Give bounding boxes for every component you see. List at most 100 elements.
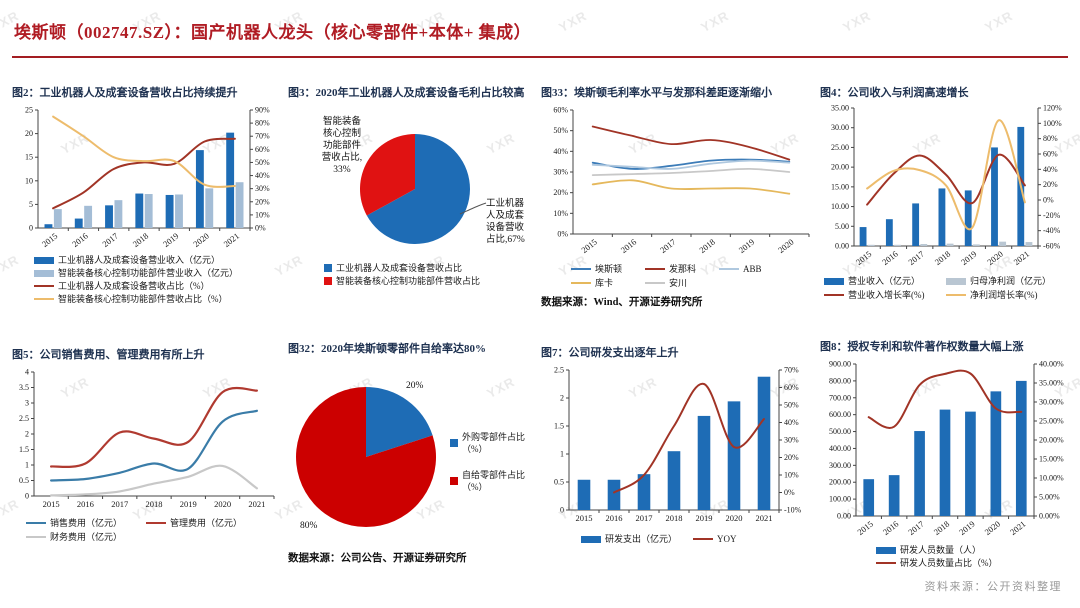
x-axis-tick-label: 2019 xyxy=(959,249,979,267)
bar xyxy=(165,194,174,228)
figure-32-canvas: 20% 80% 外购零部件占比（%） 自给零部件占比（%） xyxy=(288,358,536,546)
legend-swatch xyxy=(645,267,665,271)
figure-8-label: 图8： xyxy=(820,341,848,353)
pie-data-label: 80% xyxy=(300,521,318,531)
x-axis-tick-label: 2019 xyxy=(696,513,713,523)
legend-item: 营业收入增长率(%) xyxy=(824,289,946,301)
y-axis-tick-label: 50% xyxy=(553,126,568,135)
legend-swatch xyxy=(34,284,54,288)
bar xyxy=(964,190,972,246)
bar xyxy=(912,203,920,246)
y2-axis-tick-label: 20% xyxy=(255,197,270,206)
y2-axis-tick-label: 20% xyxy=(784,453,799,462)
y2-axis-tick-label: 60% xyxy=(1043,150,1058,159)
y-axis-tick-label: 10% xyxy=(553,209,568,218)
watermark-text: YXR xyxy=(698,7,732,36)
y2-axis-tick-label: 90% xyxy=(255,106,270,115)
y2-axis-tick-label: 10.00% xyxy=(1039,474,1064,483)
y2-axis-tick-label: 25.00% xyxy=(1039,417,1064,426)
line xyxy=(591,158,791,170)
legend-item: 埃斯顿 xyxy=(571,263,645,275)
y2-axis-tick-label: 10% xyxy=(255,210,270,219)
line xyxy=(52,137,236,210)
bar xyxy=(894,244,901,246)
y2-axis-tick-label: 80% xyxy=(255,119,270,128)
y-axis-tick-label: 0 xyxy=(29,224,33,233)
y-axis-tick-label: 10.00 xyxy=(831,202,849,211)
legend-swatch xyxy=(571,267,591,271)
bar xyxy=(53,209,62,228)
bar xyxy=(577,479,591,510)
figure-33-title: 图33：埃斯顿毛利率水平与发那科差距逐渐缩小 xyxy=(541,84,817,100)
x-axis-tick-label: 2016 xyxy=(881,519,901,537)
figure-5-canvas: 0 0.5 1 1.5 2 2.5 3 3.5 4 2015 2016 2017 2018 2019 202… xyxy=(12,364,284,514)
x-axis-tick-label: 2017 xyxy=(111,499,128,509)
y-axis-tick-label: 0.5 xyxy=(554,478,564,487)
bar xyxy=(105,205,113,228)
figure-5: 图5：公司销售费用、管理费用有所上升 0 0.5 1 1.5 2 2.5 3 3.5 4 2015… xyxy=(12,346,284,544)
line xyxy=(50,464,258,497)
y2-axis-tick-label: 60% xyxy=(784,383,799,392)
x-axis-tick-label: 2017 xyxy=(658,237,678,255)
bar xyxy=(727,401,741,510)
legend-label: 研发人员数量占比（%） xyxy=(900,558,998,568)
x-axis-tick-label: 2015 xyxy=(43,499,60,509)
legend-label: 安川 xyxy=(669,278,688,288)
y2-axis-tick-label: 70% xyxy=(784,366,799,375)
y-axis-tick-label: 1 xyxy=(560,450,564,459)
figure-8-legend: 研发人员数量（人） 研发人员数量占比（%） xyxy=(820,544,1076,569)
figure-2-legend: 工业机器人及成套设备营业收入（亿元） 智能装备核心控制功能部件营业收入（亿元） 工业… xyxy=(12,254,284,305)
legend-item: 营业收入（亿元） xyxy=(824,275,946,287)
y-axis-tick-label: 1.5 xyxy=(19,445,29,454)
bar xyxy=(757,376,771,510)
legend-label: 营业收入（亿元） xyxy=(848,276,921,286)
x-axis-tick-label: 2018 xyxy=(932,519,952,537)
y2-axis-tick-label: -40% xyxy=(1043,226,1061,235)
legend-swatch xyxy=(946,277,966,285)
legend-label: YOY xyxy=(717,534,737,544)
bar xyxy=(990,391,1002,516)
legend-swatch xyxy=(26,535,46,539)
y-axis-tick-label: 800.00 xyxy=(829,376,851,385)
legend-swatch xyxy=(876,561,896,565)
y2-axis-tick-label: 50% xyxy=(784,401,799,410)
legend-label: ABB xyxy=(743,264,762,274)
y2-axis-tick-label: 40% xyxy=(1043,165,1058,174)
legend-item: 净利润增长率(%) xyxy=(946,289,1068,301)
legend-label: 工业机器人及成套设备营收占比 xyxy=(336,263,463,273)
figure-4: 图4：公司收入与利润高速增长 0.00 5.00 10.00 15.00 20.00 25… xyxy=(820,84,1076,302)
legend-swatch xyxy=(876,546,896,554)
line xyxy=(866,119,1026,231)
legend-item: 智能装备核心控制功能部件营业收入（亿元） xyxy=(34,267,284,279)
y2-axis-tick-label: 60% xyxy=(255,145,270,154)
bar xyxy=(938,188,946,246)
pie-data-label: 工业机器 人及成套 设备营收 占比,67% xyxy=(486,199,525,245)
y2-axis-tick-label: 40% xyxy=(255,171,270,180)
bar xyxy=(965,411,976,516)
legend-swatch xyxy=(824,277,844,285)
figure-2-title: 图2：工业机器人及成套设备营收占比持续提升 xyxy=(12,84,284,100)
y-axis-tick-label: 300.00 xyxy=(829,461,851,470)
figure-4-title: 图4：公司收入与利润高速增长 xyxy=(820,84,1076,100)
x-axis-tick-label: 2018 xyxy=(146,499,163,509)
legend-swatch xyxy=(824,293,844,297)
page-title: 埃斯顿（002747.SZ）：国产机器人龙头（核心零部件+本体+ 集成） xyxy=(14,23,532,42)
pie-data-label: 20% xyxy=(406,381,424,391)
x-axis-tick-label: 2015 xyxy=(40,231,60,249)
figure-5-legend: 销售费用（亿元） 管理费用（亿元） 财务费用（亿元） xyxy=(12,516,284,544)
x-axis-tick-label: 2021 xyxy=(248,499,265,509)
x-axis-tick-label: 2017 xyxy=(636,513,653,523)
y2-axis-tick-label: 0% xyxy=(1043,196,1054,205)
title-divider xyxy=(12,56,1068,58)
legend-swatch xyxy=(719,267,739,271)
x-axis-tick-label: 2020 xyxy=(191,231,211,249)
x-axis-tick-label: 2021 xyxy=(1008,519,1028,537)
y-axis-tick-label: 25 xyxy=(25,106,33,115)
figure-3-label: 图3： xyxy=(288,87,316,99)
figure-4-legend: 营业收入（亿元） 归母净利润（亿元） 营业收入增长率(%) 净利润增长率(%) xyxy=(820,274,1076,302)
y-axis-tick-label: 30% xyxy=(553,168,568,177)
y-axis-tick-label: 2 xyxy=(25,430,29,439)
y-axis-tick-label: 15 xyxy=(25,153,33,162)
legend-item: 智能装备核心控制功能部件营收占比 xyxy=(324,275,536,287)
legend-label: 工业机器人及成套设备营收占比（%） xyxy=(58,281,210,291)
